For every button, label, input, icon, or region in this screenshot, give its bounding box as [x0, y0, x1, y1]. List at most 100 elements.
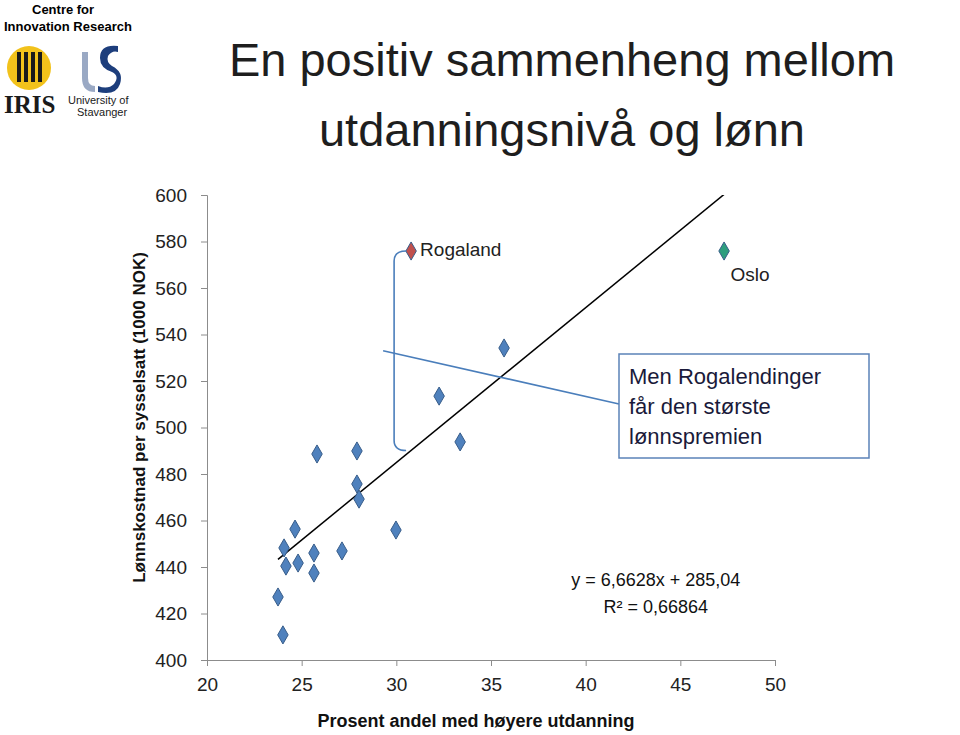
data-point — [354, 490, 364, 508]
trend-r-squared: R² = 0,66864 — [603, 597, 708, 617]
tick: 25 — [292, 660, 313, 695]
tick-label: 540 — [155, 324, 187, 345]
logo-emblem-part — [17, 52, 21, 82]
tick: 480 — [155, 464, 207, 485]
tick: 500 — [155, 417, 207, 438]
data-point — [279, 539, 289, 557]
logo-text: Innovation Research — [4, 19, 132, 34]
axis-line — [208, 661, 776, 667]
tick-label: 400 — [155, 650, 187, 671]
tick-label: 580 — [155, 231, 187, 252]
tick: 520 — [155, 371, 207, 392]
data-point — [406, 242, 416, 260]
tick: 50 — [765, 660, 786, 695]
callout-text: får den største — [629, 394, 771, 419]
tick-mark — [201, 335, 207, 336]
data-point — [309, 544, 319, 562]
logo-emblem-part — [31, 52, 35, 82]
data-point — [273, 588, 283, 606]
premium-bracket — [394, 251, 406, 450]
tick-mark — [201, 521, 207, 522]
tick-label: 20 — [197, 674, 218, 695]
tick-label: 520 — [155, 371, 187, 392]
logo-text: University of — [68, 94, 129, 106]
logo-text: Stavanger — [77, 106, 127, 118]
tick-label: 560 — [155, 278, 187, 299]
chart-root: Centre for Innovation Research IRIS Univers… — [0, 0, 960, 735]
logo-text: IRIS — [4, 91, 55, 118]
tick-label: 30 — [386, 674, 407, 695]
data-point — [391, 521, 401, 539]
data-point — [434, 387, 444, 405]
logo-emblem-part — [24, 52, 28, 82]
tick-mark — [680, 660, 681, 666]
data-point — [352, 475, 362, 493]
data-point — [278, 626, 288, 644]
axis-line — [201, 196, 208, 661]
callout-text: lønnspremien — [629, 424, 762, 449]
tick-mark — [201, 614, 207, 615]
callout-box — [619, 354, 869, 458]
tick-mark — [201, 567, 207, 568]
tick-mark — [201, 660, 207, 661]
tick-label: 500 — [155, 417, 187, 438]
tick-mark — [586, 660, 587, 666]
logo-emblem-part — [38, 52, 42, 82]
tick: 440 — [155, 557, 207, 578]
tick: 30 — [386, 660, 407, 695]
logo-emblem — [7, 46, 51, 90]
data-point — [337, 542, 347, 560]
tick-label: 480 — [155, 464, 187, 485]
x-axis: 20 25 30 35 40 45 50 — [197, 660, 786, 695]
x-axis-title: Prosent andel med høyere utdanning — [317, 711, 634, 731]
tick: 45 — [670, 660, 691, 695]
data-point — [309, 564, 319, 582]
tick-label: 440 — [155, 557, 187, 578]
tick-label: 460 — [155, 510, 187, 531]
tick-mark — [201, 381, 207, 382]
tick: 580 — [155, 231, 207, 252]
tick-label: 600 — [155, 185, 187, 206]
tick-label: 35 — [481, 674, 502, 695]
tick: 600 — [155, 185, 207, 206]
tick-label: 25 — [292, 674, 313, 695]
tick: 560 — [155, 278, 207, 299]
data-point — [499, 339, 509, 357]
logo: Centre for Innovation Research IRIS Univers… — [4, 2, 132, 118]
y-axis: 400 420 440 460 480 500 520 540 560 580 600 — [155, 185, 207, 671]
tick-mark — [201, 288, 207, 289]
tick-mark — [201, 474, 207, 475]
tick-mark — [302, 660, 303, 666]
logo-emblem — [82, 52, 95, 92]
data-point — [455, 433, 465, 451]
data-point — [312, 445, 322, 463]
data-point — [352, 442, 362, 460]
tick: 400 — [155, 650, 207, 671]
data-point — [719, 242, 729, 260]
point-label: Oslo — [731, 264, 770, 285]
data-point — [281, 557, 291, 575]
tick-mark — [201, 428, 207, 429]
data-point — [293, 554, 303, 572]
callout-pointer — [383, 351, 619, 404]
tick-mark — [396, 660, 397, 666]
tick: 460 — [155, 510, 207, 531]
tick-mark — [207, 660, 208, 666]
tick: 20 — [197, 660, 218, 695]
tick: 40 — [576, 660, 597, 695]
chart-title: En positiv sammenheng mellom — [229, 33, 895, 86]
tick-mark — [201, 195, 207, 196]
trend-equation: y = 6,6628x + 285,04 — [571, 570, 740, 590]
tick-label: 45 — [670, 674, 691, 695]
logo-text: Centre for — [32, 2, 94, 17]
chart-title: utdanningsnivå og lønn — [319, 103, 805, 156]
point-label: Rogaland — [420, 239, 501, 260]
data-point — [290, 520, 300, 538]
callout-text: Men Rogalendinger — [629, 364, 821, 389]
tick: 35 — [481, 660, 502, 695]
y-axis-title: Lønnskostnad per sysselsatt (1000 NOK) — [130, 252, 149, 583]
logo-emblem — [98, 46, 121, 93]
tick: 540 — [155, 324, 207, 345]
tick-mark — [491, 660, 492, 666]
tick-label: 420 — [155, 603, 187, 624]
